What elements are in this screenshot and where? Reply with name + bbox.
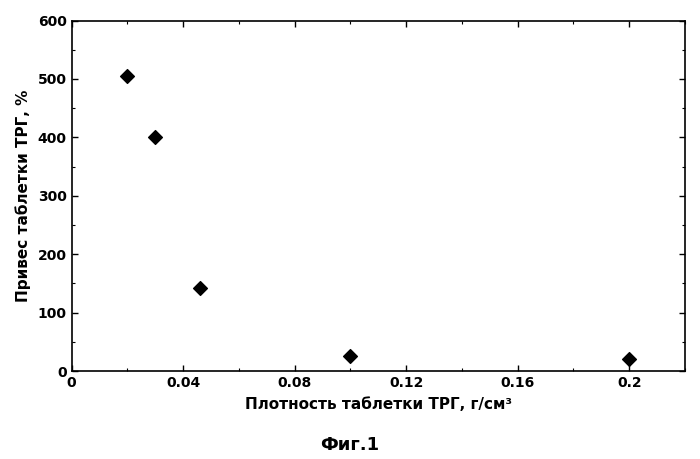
Point (122, 73, 133, 80)
Y-axis label: Привес таблетки ТРГ, %: Привес таблетки ТРГ, % (15, 90, 31, 302)
X-axis label: Плотность таблетки ТРГ, г/см³: Плотность таблетки ТРГ, г/см³ (245, 397, 512, 412)
Point (345, 353, 356, 360)
Point (624, 356, 635, 363)
Point (194, 285, 205, 292)
Point (150, 134, 161, 141)
Text: Фиг.1: Фиг.1 (321, 437, 379, 454)
